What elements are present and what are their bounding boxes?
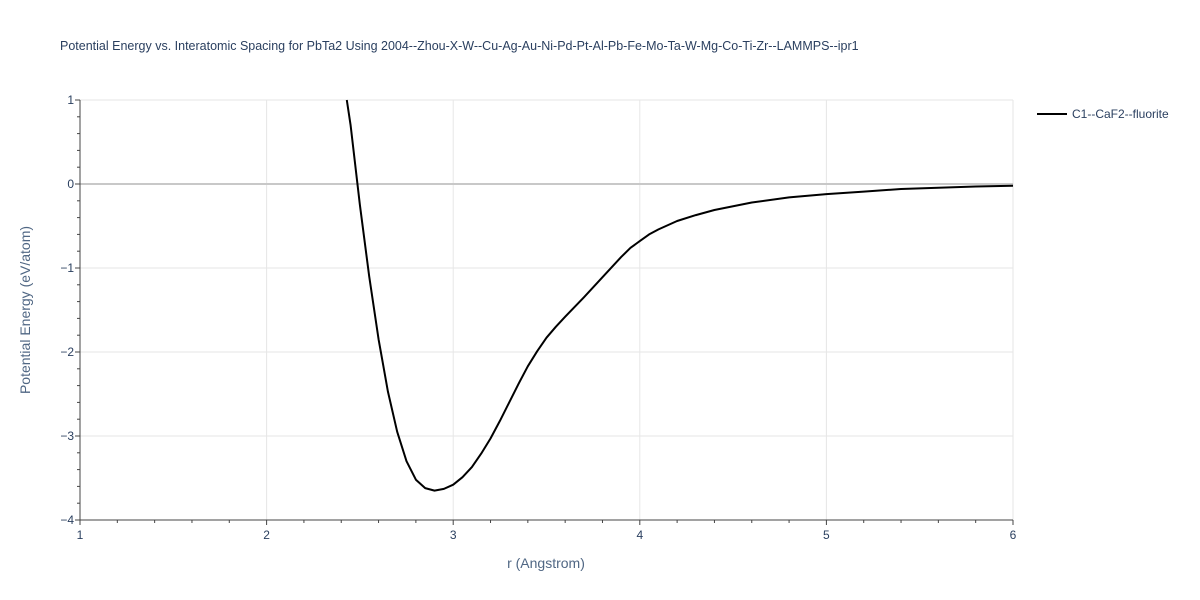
y-tick-label: −4 — [60, 513, 74, 527]
y-tick-label: −3 — [60, 429, 74, 443]
x-tick-label: 6 — [1010, 528, 1017, 542]
grid-layer — [80, 99, 1014, 520]
tick-layer: 1 2 3 4 5 6 1 0 −1 −2 −3 −4 — [60, 93, 1016, 542]
y-tick-label: −2 — [60, 345, 74, 359]
x-axis-title: r (Angstrom) — [507, 555, 585, 571]
y-tick-label: 1 — [67, 93, 74, 107]
y-tick-label: −1 — [60, 261, 74, 275]
x-tick-label: 4 — [636, 528, 643, 542]
axis-layer — [75, 99, 1014, 525]
legend-label: C1--CaF2--fluorite — [1072, 107, 1169, 121]
x-tick-label: 3 — [450, 528, 457, 542]
series-layer — [345, 99, 1014, 492]
x-tick-label: 1 — [77, 528, 84, 542]
y-tick-label: 0 — [67, 177, 74, 191]
y-axis-title: Potential Energy (eV/atom) — [17, 226, 33, 394]
x-tick-label: 2 — [263, 528, 270, 542]
x-tick-label: 5 — [823, 528, 830, 542]
legend[interactable]: C1--CaF2--fluorite — [1037, 107, 1169, 121]
chart-title: Potential Energy vs. Interatomic Spacing… — [60, 39, 859, 53]
series-line[interactable] — [345, 99, 1014, 492]
